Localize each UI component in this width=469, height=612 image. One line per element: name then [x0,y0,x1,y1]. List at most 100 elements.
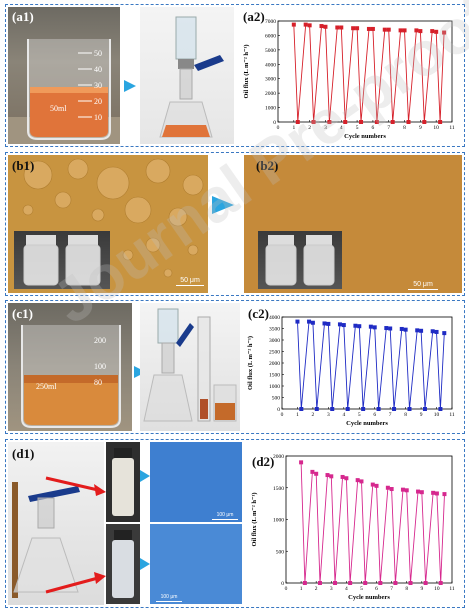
y-tick-label: 2500 [269,350,280,356]
x-tick-label: 2 [308,125,311,131]
data-point [339,25,344,30]
photo-a1-filtration [140,7,234,144]
y-tick-label: 2000 [273,454,284,460]
data-point [408,581,413,585]
data-point [416,489,421,494]
panel-label-a2: (a2) [243,9,265,24]
y-tick-label: 3000 [269,338,280,344]
arrow-a1-to-filter [124,80,136,92]
y-tick-label: 3000 [265,77,276,83]
data-point [335,25,340,30]
plot-frame [277,20,453,123]
data-point [307,319,312,324]
data-point [299,407,304,411]
data-point [415,328,420,333]
filtration-apparatus-c [143,308,237,422]
x-tick-label: 5 [356,125,359,131]
data-point [363,581,368,585]
data-point [431,490,436,495]
x-tick-label: 8 [405,586,408,592]
y-tick-label: 0 [281,581,284,587]
x-tick-label: 9 [419,125,422,131]
x-axis-label: Cycle numbers [346,420,388,427]
beaker-a-mark-4: 20 [94,97,102,106]
data-point [330,407,335,411]
data-point [343,120,348,124]
x-tick-label: 11 [449,125,455,131]
y-tick-label: 2000 [265,91,276,97]
data-point [384,326,389,331]
vial-d1-filtrate [106,524,140,604]
data-point [310,320,315,325]
beaker-a-mark-3: 30 [94,81,102,90]
x-tick-label: 4 [340,125,343,131]
y-tick-label: 3500 [269,327,280,333]
data-point [389,487,394,492]
x-tick-label: 2 [312,412,315,418]
scale-bar-d1-bottom: 100 μm [156,594,182,602]
y-axis-label: Oil flux (L m⁻² h⁻¹) [247,336,254,390]
y-tick-label: 1500 [269,373,280,379]
data-point [329,474,334,479]
data-point [319,24,324,29]
x-tick-label: 6 [375,586,378,592]
series-line [300,462,445,584]
panel-row-d [5,439,465,608]
data-point [390,120,395,124]
x-tick-label: 8 [403,125,406,131]
data-point [344,476,349,481]
data-point [430,29,435,34]
data-point [351,26,356,31]
data-point [345,407,350,411]
data-point [323,24,328,29]
data-point [366,26,371,31]
data-point [307,23,312,28]
data-point [368,324,373,329]
data-point [393,581,398,585]
series-line [293,24,445,123]
data-point [327,120,332,124]
data-point [404,488,409,493]
filtration-apparatus-a [159,16,224,138]
micrograph-d1-emulsion: 100 μm [150,442,242,522]
x-tick-label: 2 [315,586,318,592]
data-point [378,581,383,585]
chart-c2: 0 1 2 3 4 5 6 7 8 9 10 11 0 500 1000 1500 2000 2500 3000 35… [242,303,462,431]
data-point [295,319,300,324]
x-tick-label: 6 [372,125,375,131]
data-point [370,26,375,31]
x-tick-label: 7 [390,586,393,592]
y-tick-label: 1000 [269,384,280,390]
data-point [317,581,322,585]
x-tick-label: 1 [300,586,303,592]
data-point [355,478,360,483]
data-point [372,325,377,330]
beaker-illustration: 50 40 30 20 10 50ml [8,39,120,144]
x-tick-label: 1 [296,412,299,418]
data-point [402,28,407,33]
data-point [398,28,403,33]
beaker-a-mark-1: 50 [94,49,102,58]
data-point [370,482,375,487]
data-point [418,29,423,34]
data-point [341,323,346,328]
beaker-c-mark-2: 100 [94,362,106,371]
vial-filtrate-illustration [112,530,134,598]
data-point [422,407,427,411]
x-tick-label: 10 [434,412,440,418]
data-point [359,120,364,124]
data-point [337,322,342,327]
data-point [438,581,443,585]
panel-row-a [5,4,465,147]
emulsion-droplets [22,158,204,278]
photo-d1-filtration [8,442,104,605]
chart-a2: 0 1 2 3 4 5 6 7 8 9 10 11 0 1000 2000 3000 4000 5000 6000 7… [238,7,462,144]
beaker-c-illustration: 200 100 80 250ml [21,325,121,428]
data-point [392,407,397,411]
data-point [340,474,345,479]
data-point [414,28,419,33]
pointer-arrows-d1 [45,476,106,594]
data-point [374,120,379,124]
arrow-b1-to-b2 [212,196,234,214]
scale-bar-d1-top: 100 μm [212,512,238,520]
